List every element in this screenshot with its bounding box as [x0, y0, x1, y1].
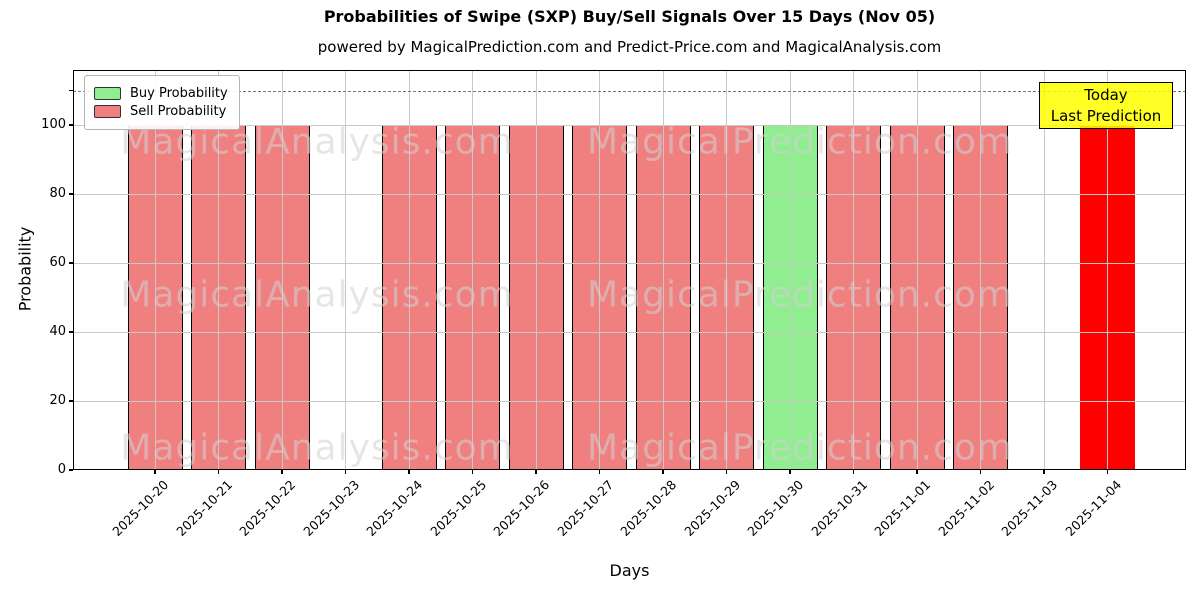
gridline-vertical: [599, 70, 600, 470]
gridline-vertical: [218, 70, 219, 470]
y-tick: [69, 262, 73, 264]
legend-entry-buy: Buy Probability: [94, 86, 228, 101]
x-axis-label: Days: [609, 561, 650, 580]
gridline-vertical: [1107, 70, 1108, 470]
gridline-vertical: [472, 70, 473, 470]
y-tick-label: 80: [49, 186, 66, 202]
y-tick-label: 0: [57, 462, 66, 477]
today-annotation: Today Last Prediction: [1039, 82, 1173, 129]
gridline-horizontal: [73, 125, 1186, 127]
gridline-vertical: [408, 70, 410, 470]
x-tick-label: 2025-10-23: [300, 477, 363, 539]
gridline-horizontal: [73, 263, 1186, 265]
x-tick-label: 2025-11-03: [998, 477, 1061, 539]
x-tick: [662, 470, 664, 474]
gridline-vertical: [281, 70, 283, 470]
y-tick: [69, 193, 73, 195]
x-tick: [1106, 470, 1109, 474]
x-tick: [217, 470, 220, 474]
gridline-vertical: [154, 70, 156, 470]
legend-label-sell: Sell Probability: [130, 104, 227, 119]
gridline-vertical: [980, 70, 981, 470]
buy-swatch-icon: [94, 87, 121, 100]
annotation-line-1: Today: [1084, 86, 1128, 104]
x-tick: [281, 470, 283, 474]
x-tick-label: 2025-10-28: [617, 477, 680, 539]
x-tick-label: 2025-10-24: [363, 477, 426, 539]
chart-title: Probabilities of Swipe (SXP) Buy/Sell Si…: [323, 7, 936, 26]
legend-label-buy: Buy Probability: [130, 86, 228, 101]
gridline-vertical: [345, 70, 346, 470]
x-tick: [535, 470, 537, 474]
x-tick: [725, 470, 728, 474]
y-tick: [69, 400, 73, 402]
chart-subtitle: powered by MagicalPrediction.com and Pre…: [317, 38, 942, 56]
legend: Buy Probability Sell Probability: [84, 75, 240, 130]
x-tick-label: 2025-10-27: [554, 477, 617, 539]
x-tick: [471, 470, 474, 474]
gridline-vertical: [535, 70, 537, 470]
x-tick-label: 2025-10-29: [681, 477, 744, 539]
x-tick-label: 2025-11-04: [1062, 477, 1125, 539]
gridline-horizontal: [73, 332, 1186, 334]
y-tick: [69, 331, 73, 333]
annotation-line-2: Last Prediction: [1050, 107, 1162, 125]
gridline-vertical: [789, 70, 791, 470]
x-tick-label: 2025-10-25: [427, 477, 490, 539]
x-tick: [979, 470, 982, 474]
gridline-horizontal: [73, 194, 1186, 196]
legend-entry-sell: Sell Probability: [94, 104, 228, 119]
y-tick-label: 20: [49, 393, 66, 409]
x-tick: [598, 470, 601, 474]
y-tick-label: 100: [41, 117, 66, 133]
y-tick-guide: [69, 89, 73, 92]
y-tick: [69, 469, 73, 471]
x-tick-label: 2025-10-30: [744, 477, 807, 539]
gridline-vertical: [916, 70, 918, 470]
x-tick-label: 2025-10-20: [109, 477, 172, 539]
plot-area: Buy Probability Sell Probability Today L…: [73, 70, 1186, 470]
x-tick-label: 2025-11-02: [935, 477, 998, 539]
x-tick-label: 2025-11-01: [871, 477, 934, 539]
x-tick: [154, 470, 156, 474]
x-tick: [344, 470, 347, 474]
x-tick-label: 2025-10-22: [236, 477, 299, 539]
x-tick-label: 2025-10-21: [173, 477, 236, 539]
x-tick: [916, 470, 918, 474]
x-tick: [1043, 470, 1045, 474]
x-tick-label: 2025-10-31: [808, 477, 871, 539]
y-tick-label: 60: [49, 255, 66, 271]
y-tick-label: 40: [49, 324, 66, 340]
gridline-vertical: [662, 70, 664, 470]
gridline-vertical: [853, 70, 854, 470]
gridline-horizontal: [73, 401, 1186, 403]
x-tick-label: 2025-10-26: [490, 477, 553, 539]
gridline-vertical: [1043, 70, 1045, 470]
x-tick: [408, 470, 410, 474]
dashed-guide-line: [73, 90, 1186, 92]
x-tick: [789, 470, 791, 474]
y-tick: [69, 124, 73, 126]
gridline-vertical: [726, 70, 727, 470]
sell-swatch-icon: [94, 105, 121, 118]
x-tick: [852, 470, 855, 474]
